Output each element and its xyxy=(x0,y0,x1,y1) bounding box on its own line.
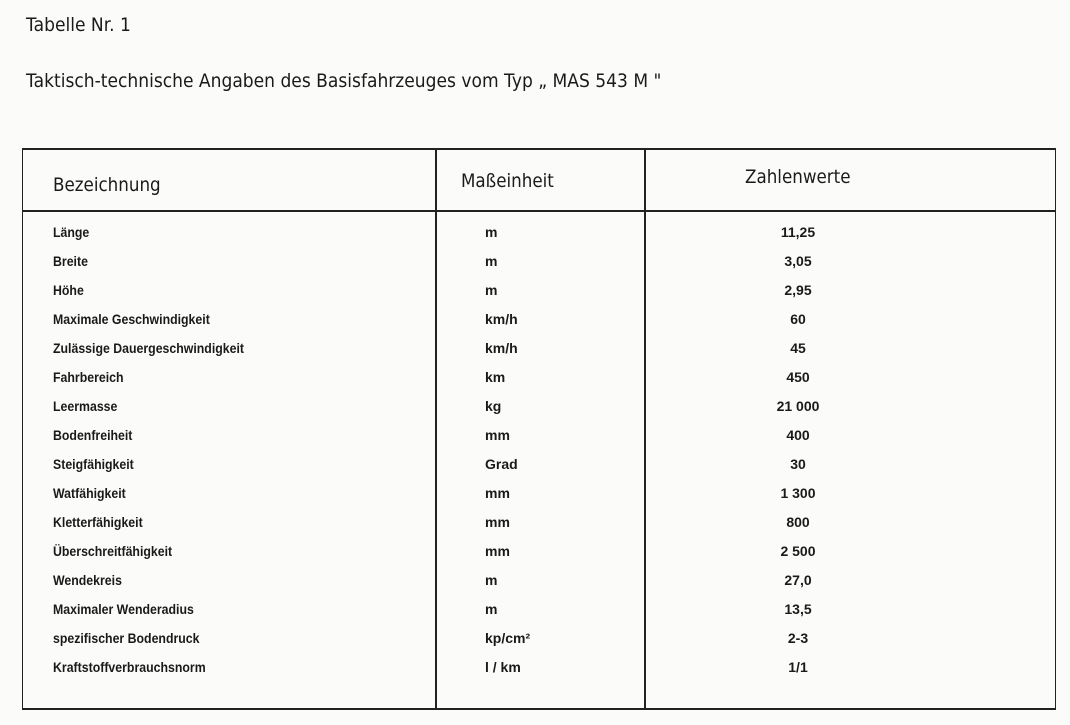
cell-bezeichnung: Watfähigkeit xyxy=(53,485,126,501)
cell-masseinheit: m xyxy=(485,224,498,240)
column-divider xyxy=(435,150,437,708)
cell-zahlenwert: 60 xyxy=(790,311,806,327)
header-masseinheit: Maßeinheit xyxy=(461,170,554,192)
cell-zahlenwert: 30 xyxy=(790,456,806,472)
cell-zahlenwert: 21 000 xyxy=(776,398,820,414)
cell-zahlenwert: 1/1 xyxy=(788,659,808,675)
cell-zahlenwert: 400 xyxy=(786,427,810,443)
cell-masseinheit: m xyxy=(485,282,498,298)
cell-masseinheit: kp/cm² xyxy=(485,630,531,646)
cell-zahlenwert: 3,05 xyxy=(784,253,812,269)
table-row: Höhe m 2,95 xyxy=(23,282,1055,311)
cell-bezeichnung: Breite xyxy=(53,253,88,269)
table-row: Bodenfreiheit mm 400 xyxy=(23,427,1055,456)
cell-masseinheit: kg xyxy=(485,398,502,414)
cell-bezeichnung: Steigfähigkeit xyxy=(53,456,134,472)
document-subtitle: Taktisch-technische Angaben des Basisfah… xyxy=(26,70,662,92)
cell-zahlenwert: 1 300 xyxy=(780,485,816,501)
table-row: Kraftstoffverbrauchsnorm l / km 1/1 xyxy=(23,659,1055,688)
cell-masseinheit: Grad xyxy=(485,456,518,472)
table-number: Tabelle Nr. 1 xyxy=(26,14,131,36)
cell-zahlenwert: 13,5 xyxy=(784,601,812,617)
table-row: Zulässige Dauergeschwindigkeit km/h 45 xyxy=(23,340,1055,369)
cell-masseinheit: km xyxy=(485,369,506,385)
column-divider xyxy=(644,150,646,708)
cell-masseinheit: m xyxy=(485,572,498,588)
cell-bezeichnung: Länge xyxy=(53,224,90,240)
table-row: Kletterfähigkeit mm 800 xyxy=(23,514,1055,543)
header-divider xyxy=(23,210,1055,212)
table-row: Fahrbereich km 450 xyxy=(23,369,1055,398)
cell-masseinheit: m xyxy=(485,601,498,617)
specs-table: Bezeichnung Maßeinheit Zahlenwerte Länge… xyxy=(22,148,1056,710)
cell-zahlenwert: 2,95 xyxy=(784,282,812,298)
table-row: Länge m 11,25 xyxy=(23,224,1055,253)
cell-zahlenwert: 27,0 xyxy=(784,572,812,588)
cell-masseinheit: km/h xyxy=(485,340,518,356)
table-row: Steigfähigkeit Grad 30 xyxy=(23,456,1055,485)
cell-zahlenwert: 800 xyxy=(786,514,810,530)
cell-bezeichnung: spezifischer Bodendruck xyxy=(53,630,200,646)
header-zahlenwerte: Zahlenwerte xyxy=(745,166,851,188)
cell-bezeichnung: Bodenfreiheit xyxy=(53,427,133,443)
cell-bezeichnung: Zulässige Dauergeschwindigkeit xyxy=(53,340,245,356)
cell-bezeichnung: Überschreitfähigkeit xyxy=(53,543,173,559)
cell-masseinheit: m xyxy=(485,253,498,269)
cell-zahlenwert: 2 500 xyxy=(780,543,816,559)
cell-bezeichnung: Höhe xyxy=(53,282,84,298)
header-bezeichnung: Bezeichnung xyxy=(53,174,161,196)
cell-zahlenwert: 2-3 xyxy=(787,630,809,646)
cell-masseinheit: mm xyxy=(485,427,510,443)
cell-masseinheit: mm xyxy=(485,485,510,501)
table-row: Leermasse kg 21 000 xyxy=(23,398,1055,427)
cell-bezeichnung: Maximaler Wenderadius xyxy=(53,601,194,617)
cell-bezeichnung: Maximale Geschwindigkeit xyxy=(53,311,210,327)
table-row: Überschreitfähigkeit mm 2 500 xyxy=(23,543,1055,572)
cell-bezeichnung: Wendekreis xyxy=(53,572,122,588)
cell-zahlenwert: 45 xyxy=(790,340,806,356)
table-row: spezifischer Bodendruck kp/cm² 2-3 xyxy=(23,630,1055,659)
cell-masseinheit: km/h xyxy=(485,311,518,327)
cell-masseinheit: l / km xyxy=(485,659,521,675)
table-row: Maximaler Wenderadius m 13,5 xyxy=(23,601,1055,630)
cell-masseinheit: mm xyxy=(485,514,510,530)
cell-bezeichnung: Kraftstoffverbrauchsnorm xyxy=(53,659,206,675)
cell-bezeichnung: Kletterfähigkeit xyxy=(53,514,143,530)
cell-zahlenwert: 11,25 xyxy=(780,224,816,240)
cell-bezeichnung: Fahrbereich xyxy=(53,369,124,385)
table-row: Watfähigkeit mm 1 300 xyxy=(23,485,1055,514)
cell-bezeichnung: Leermasse xyxy=(53,398,118,414)
cell-zahlenwert: 450 xyxy=(786,369,810,385)
table-row: Maximale Geschwindigkeit km/h 60 xyxy=(23,311,1055,340)
table-row: Wendekreis m 27,0 xyxy=(23,572,1055,601)
cell-masseinheit: mm xyxy=(485,543,510,559)
table-row: Breite m 3,05 xyxy=(23,253,1055,282)
